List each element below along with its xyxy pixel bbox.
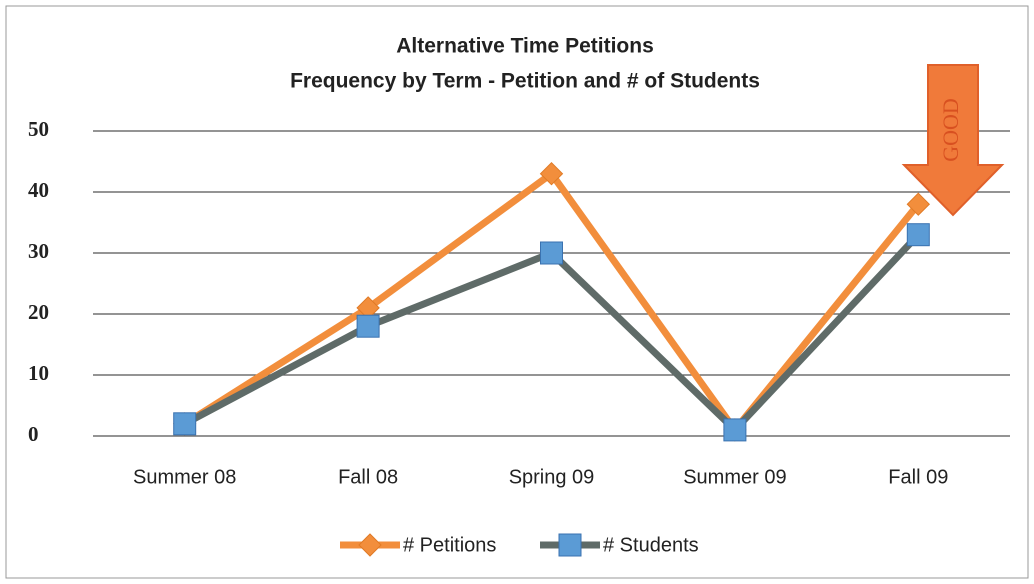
marker (906, 192, 931, 216)
marker (173, 412, 197, 436)
x-tick-label: Summer 08 (133, 466, 236, 488)
x-tick-label: Fall 08 (338, 466, 398, 488)
chart-subtitle: Frequency by Term - Petition and # of St… (290, 70, 760, 93)
legend-label: # Students (603, 534, 699, 556)
y-tick-label: 20 (28, 300, 49, 324)
x-tick-label: Summer 09 (683, 466, 786, 488)
marker (540, 241, 563, 265)
y-tick-label: 40 (28, 178, 49, 202)
x-tick-label: Fall 09 (888, 466, 948, 488)
annotation-arrow (901, 64, 1005, 217)
legend-label: # Petitions (403, 534, 496, 556)
y-tick-label: 50 (28, 117, 49, 141)
legend-marker (358, 533, 382, 557)
marker (906, 223, 930, 247)
chart-frame (5, 5, 1029, 579)
y-tick-label: 0 (28, 422, 39, 446)
marker (723, 418, 747, 442)
legend-marker (558, 533, 582, 557)
y-tick-label: 30 (28, 239, 49, 263)
y-tick-label: 10 (28, 361, 49, 385)
x-tick-label: Spring 09 (509, 466, 595, 488)
marker (539, 161, 564, 186)
marker (356, 314, 380, 338)
chart-title: Alternative Time Petitions (396, 35, 654, 58)
annotation: GOOD (938, 98, 963, 162)
